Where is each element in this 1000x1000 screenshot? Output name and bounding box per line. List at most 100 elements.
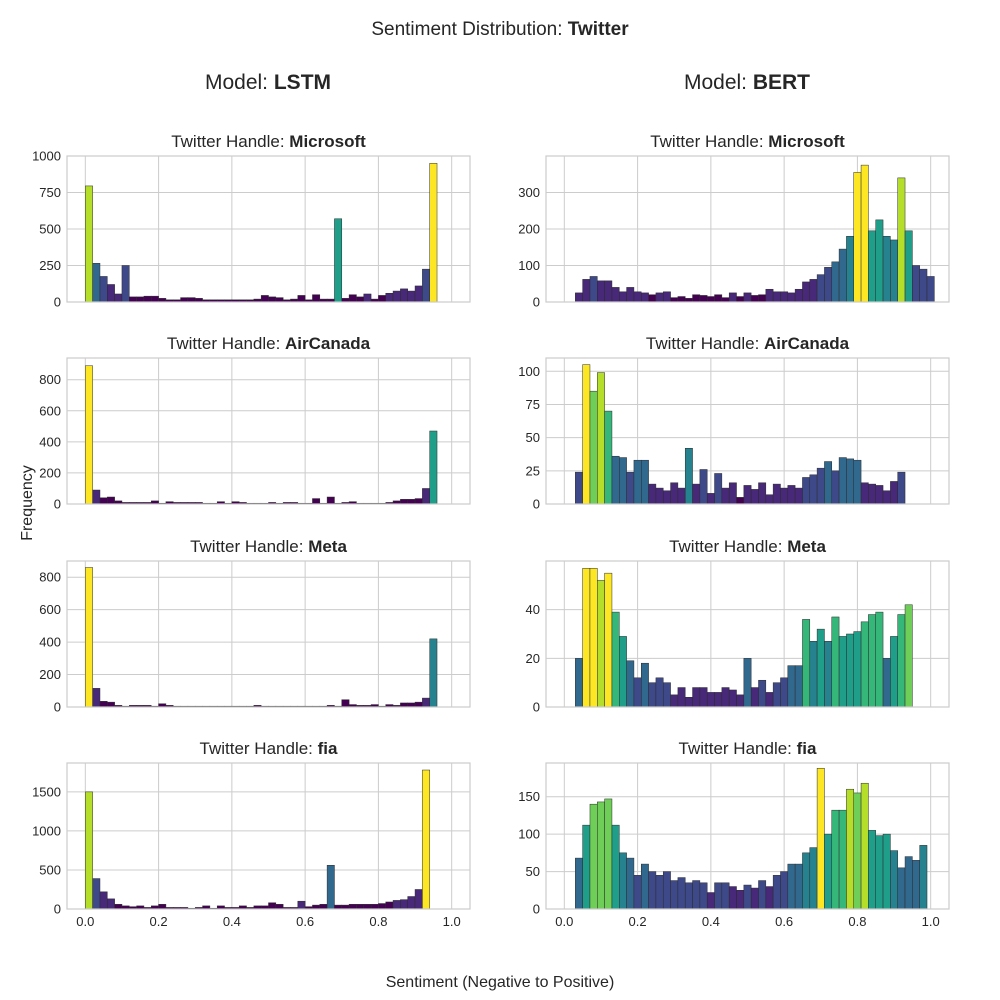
histogram-bar (875, 485, 884, 505)
histogram-bar (714, 473, 723, 505)
histogram-bar (912, 265, 920, 303)
histogram-bar (699, 295, 708, 303)
histogram-bar (882, 833, 891, 910)
y-tick-label: 0 (54, 700, 61, 715)
histogram-bar (853, 459, 862, 505)
histogram-bar (714, 882, 723, 910)
histogram-bar (589, 390, 598, 505)
histogram-bar (363, 293, 372, 303)
y-tick-label: 150 (518, 789, 540, 804)
y-tick-label: 500 (39, 862, 61, 877)
histogram-bar (706, 892, 715, 910)
histogram-bar (356, 296, 365, 303)
histogram-bar (714, 294, 723, 303)
y-tick-label: 40 (526, 602, 540, 617)
histogram-bar (633, 459, 642, 505)
histogram-bar (655, 677, 664, 708)
plot-frame (545, 560, 950, 708)
histogram-bar (662, 682, 671, 708)
histogram-bar (121, 265, 130, 303)
panel-title-handle: fia (797, 739, 817, 758)
x-tick-label: 1.0 (443, 914, 461, 929)
histogram-bar (400, 499, 408, 505)
histogram-bar (780, 677, 789, 708)
histogram-bar (99, 891, 108, 910)
histogram-bar (890, 481, 898, 505)
histogram-bar (890, 636, 898, 708)
histogram-bar (348, 904, 357, 910)
histogram-bar (758, 880, 767, 910)
histogram-bar (758, 294, 767, 303)
histogram-bar (890, 239, 898, 303)
x-tick-label: 0.6 (775, 914, 793, 929)
x-tick-label: 0.0 (76, 914, 94, 929)
y-tick-label: 600 (39, 403, 61, 418)
y-tick-label: 800 (39, 372, 61, 387)
histogram-bar (114, 293, 123, 303)
histogram-bar (85, 791, 93, 910)
histogram-bar (802, 619, 811, 708)
y-tick-label: 50 (526, 430, 540, 445)
histogram-bar (736, 497, 745, 505)
histogram-bar (838, 809, 847, 910)
histogram-bar (721, 487, 730, 505)
histogram-bar (99, 497, 108, 505)
histogram-bar (868, 614, 876, 708)
histogram-bar (838, 248, 847, 303)
histogram-bar (692, 294, 701, 303)
histogram-bar (706, 296, 715, 303)
histogram-bar (341, 699, 350, 708)
histogram-bar (297, 900, 306, 910)
histogram-bar (400, 702, 408, 708)
y-tick-label: 0 (533, 295, 540, 310)
histogram-bar (802, 852, 811, 910)
histogram-bar (743, 884, 752, 910)
x-tick-label: 0.2 (150, 914, 168, 929)
histogram-bar (897, 471, 906, 505)
histogram-bar (765, 288, 774, 303)
x-tick-label: 0.0 (555, 914, 573, 929)
histogram-bar (853, 792, 862, 910)
plot-frame (66, 560, 471, 708)
y-tick-label: 25 (526, 463, 540, 478)
histogram-bar (334, 218, 343, 303)
y-tick-label: 20 (526, 651, 540, 666)
histogram-bar (363, 904, 372, 910)
histogram-bar (868, 830, 876, 910)
histogram-bar (641, 863, 649, 910)
histogram-bar (772, 682, 781, 708)
y-axis-label: Frequency (19, 465, 36, 541)
histogram-bar (743, 658, 752, 708)
histogram-bar (684, 882, 693, 910)
histogram-bar (414, 285, 423, 303)
panel-title: Twitter Handle: Microsoft (171, 132, 366, 151)
histogram-bar (422, 769, 430, 910)
histogram-bar (422, 268, 430, 303)
x-tick-label: 0.8 (369, 914, 387, 929)
histogram-bar (750, 489, 759, 505)
histogram-bar (597, 580, 605, 708)
panel-lstm-meta: 0 200 400 600 800 Twitter Handle: Meta (39, 537, 471, 715)
histogram-bar (743, 292, 752, 303)
histogram-bar (575, 857, 583, 910)
histogram-bar (831, 470, 840, 505)
panel-title-prefix: Twitter Handle: (190, 537, 308, 556)
plot-frame (545, 357, 950, 505)
histogram-bar (626, 287, 635, 303)
histogram-bar (107, 701, 115, 708)
histogram-bar (846, 458, 854, 505)
histogram-bar (919, 268, 928, 303)
histogram-bar (597, 280, 605, 303)
histogram-bar (787, 665, 796, 708)
histogram-bar (662, 490, 671, 505)
x-tick-label: 0.8 (848, 914, 866, 929)
histogram-bar (926, 276, 935, 303)
histogram-bar (611, 824, 620, 910)
histogram-bar (868, 230, 876, 303)
histogram-bar (765, 886, 774, 910)
histogram-bar (604, 280, 613, 303)
histogram-bar (714, 692, 723, 708)
histogram-bar (684, 697, 693, 708)
histogram-bar (670, 297, 679, 303)
histogram-bar (772, 291, 781, 303)
